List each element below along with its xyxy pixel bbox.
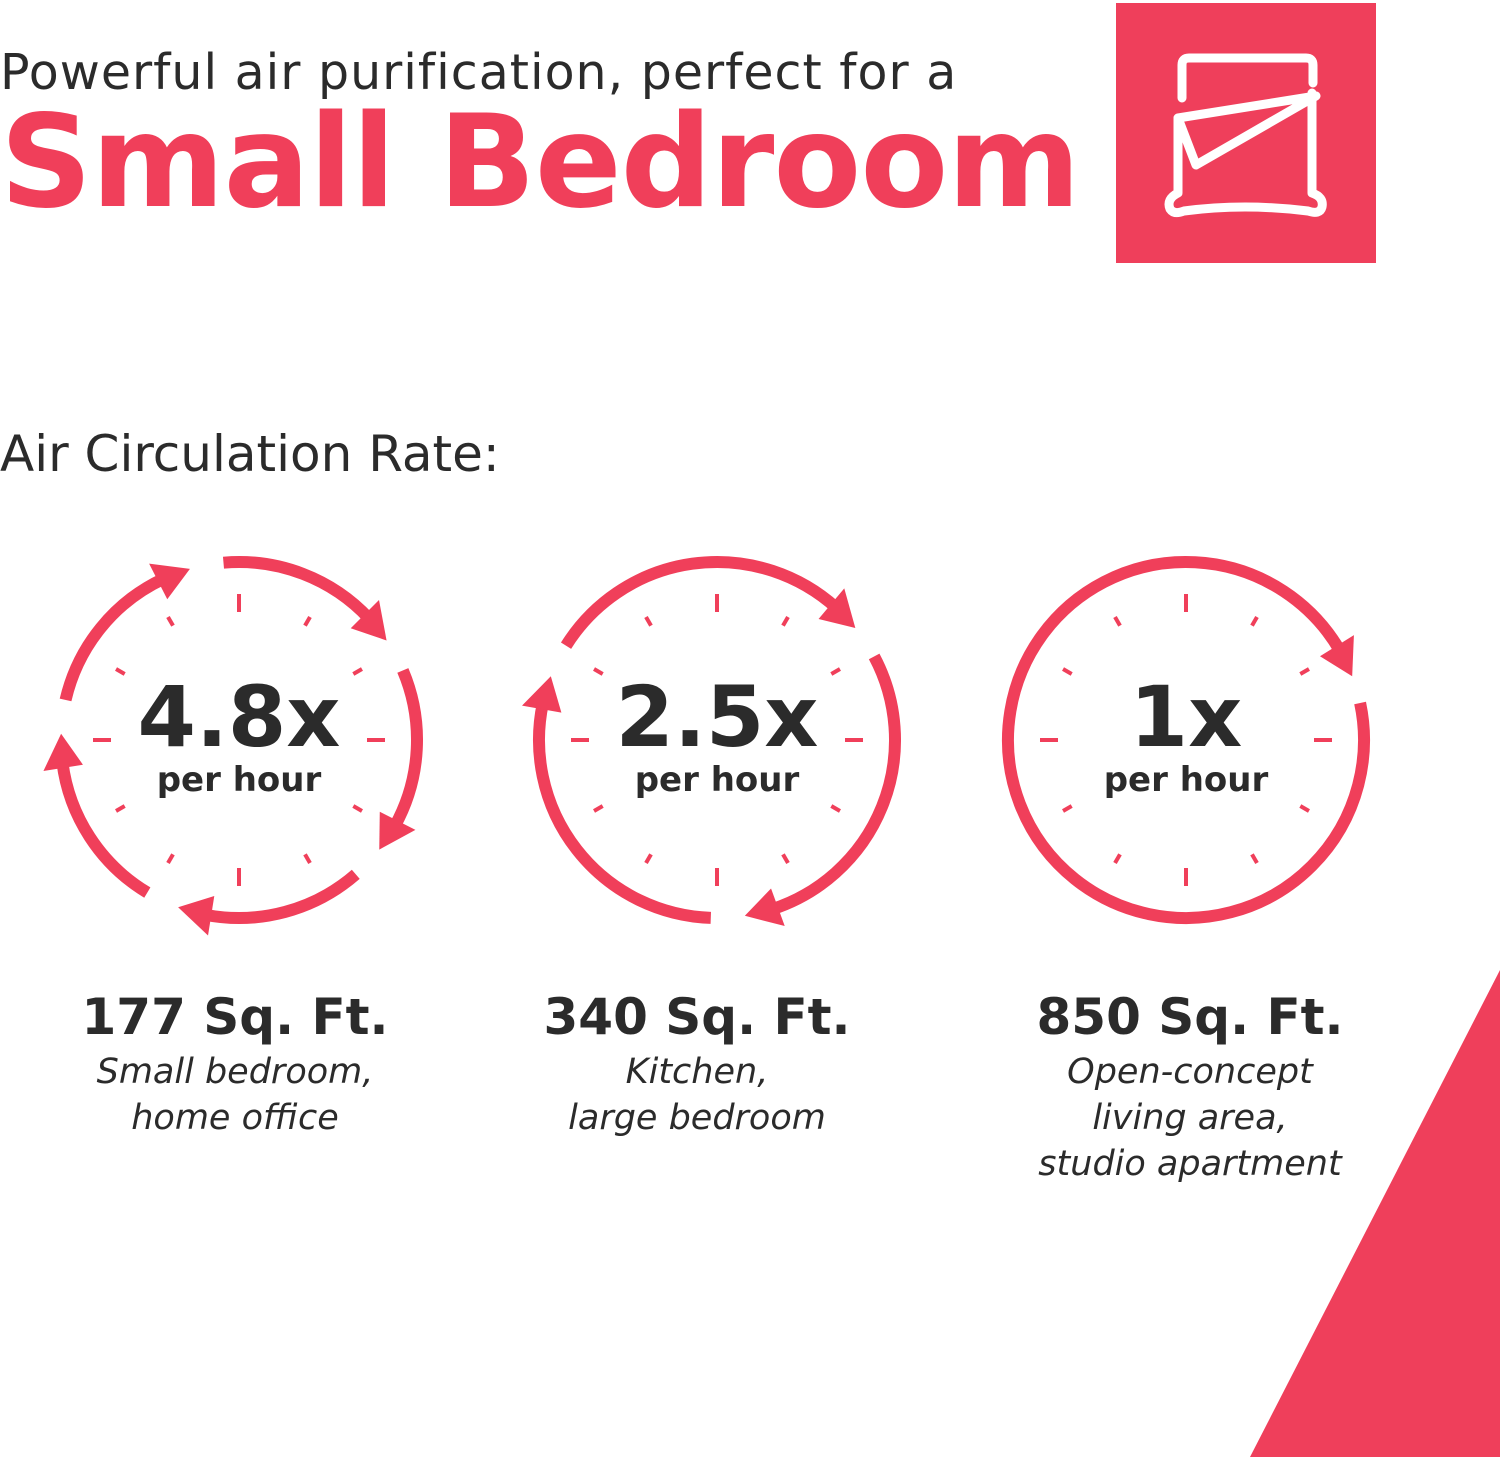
dial-tick [1062,804,1073,813]
circulation-arrows-icon [1002,556,1370,924]
section-label: Air Circulation Rate: [0,425,500,483]
room-size-3: 850 Sq. Ft. Open-concept living area, st… [950,985,1430,1187]
rate-value: 2.5x [615,668,819,766]
rate-unit: per hour [1103,760,1269,800]
arrow-head-icon [178,896,215,936]
arrow-arc [533,701,712,924]
bed-icon-tile [1116,3,1376,263]
room-desc-line: living area, [1092,1098,1288,1138]
dial-tick [1113,853,1122,864]
arrow-arc [59,573,167,702]
dial-tick [1250,616,1259,627]
bed-icon [1164,53,1327,218]
page-title: Small Bedroom [0,88,1081,237]
dial-tick [781,853,790,864]
rate-unit: per hour [634,760,800,800]
room-size-2: 340 Sq. Ft. Kitchen, large bedroom [457,985,937,1141]
dial-tick [352,667,363,676]
arrow-arc [222,556,374,623]
arrow-head-icon [818,588,856,628]
room-desc-line: studio apartment [1038,1144,1342,1184]
dial-tick [115,804,126,813]
dial-tick [166,616,175,627]
area-label: 340 Sq. Ft. [543,988,851,1046]
room-desc-line: Small bedroom, [96,1052,374,1092]
rate-dial-3: 1x per hour [976,540,1396,960]
circulation-arrows-icon [43,556,423,936]
area-label: 177 Sq. Ft. [81,988,389,1046]
rate-value: 4.8x [137,668,341,766]
rate-dial-2: 2.5x per hour [507,540,927,960]
dial-tick [115,667,126,676]
dial-tick [644,853,653,864]
dial-tick [781,616,790,627]
room-size-1: 177 Sq. Ft. Small bedroom, home office [0,985,475,1141]
decorative-triangle [1250,970,1500,1457]
arrow-arc [1002,556,1370,924]
dial-tick [352,804,363,813]
subtitle: Powerful air purification, perfect for a [0,44,958,101]
dial-tick [830,804,841,813]
dial-tick [1250,853,1259,864]
arrow-arc [56,760,151,898]
arrow-head-icon [1319,635,1354,677]
dial-tick [644,616,653,627]
arrow-arc [770,653,901,915]
dial-tick [1062,667,1073,676]
room-desc-line: Open-concept [1067,1052,1313,1092]
dial-tick [830,667,841,676]
dial-tick [1299,667,1310,676]
dial-tick [303,616,312,627]
room-desc-line: home office [131,1098,339,1138]
rate-dial-1: 4.8x per hour [29,540,449,960]
arrow-arc [389,668,423,830]
rate-value: 1x [1129,668,1243,766]
room-desc-line: large bedroom [568,1098,826,1138]
arrow-head-icon [522,676,562,713]
arrow-head-icon [149,563,190,600]
dial-tick [1113,616,1122,627]
arrow-head-icon [379,811,416,850]
circulation-arrows-icon [522,556,901,927]
arrow-head-icon [744,888,785,927]
arrow-arc [203,869,360,924]
dial-tick [166,853,175,864]
dial-tick [593,804,604,813]
arrow-arc [560,556,841,649]
dial-tick [303,853,312,864]
arrow-head-icon [43,733,83,771]
dial-tick [1299,804,1310,813]
area-label: 850 Sq. Ft. [1036,988,1344,1046]
arrow-head-icon [350,599,387,641]
rate-unit: per hour [156,760,322,800]
room-desc-line: Kitchen, [625,1052,769,1092]
dial-tick [593,667,604,676]
